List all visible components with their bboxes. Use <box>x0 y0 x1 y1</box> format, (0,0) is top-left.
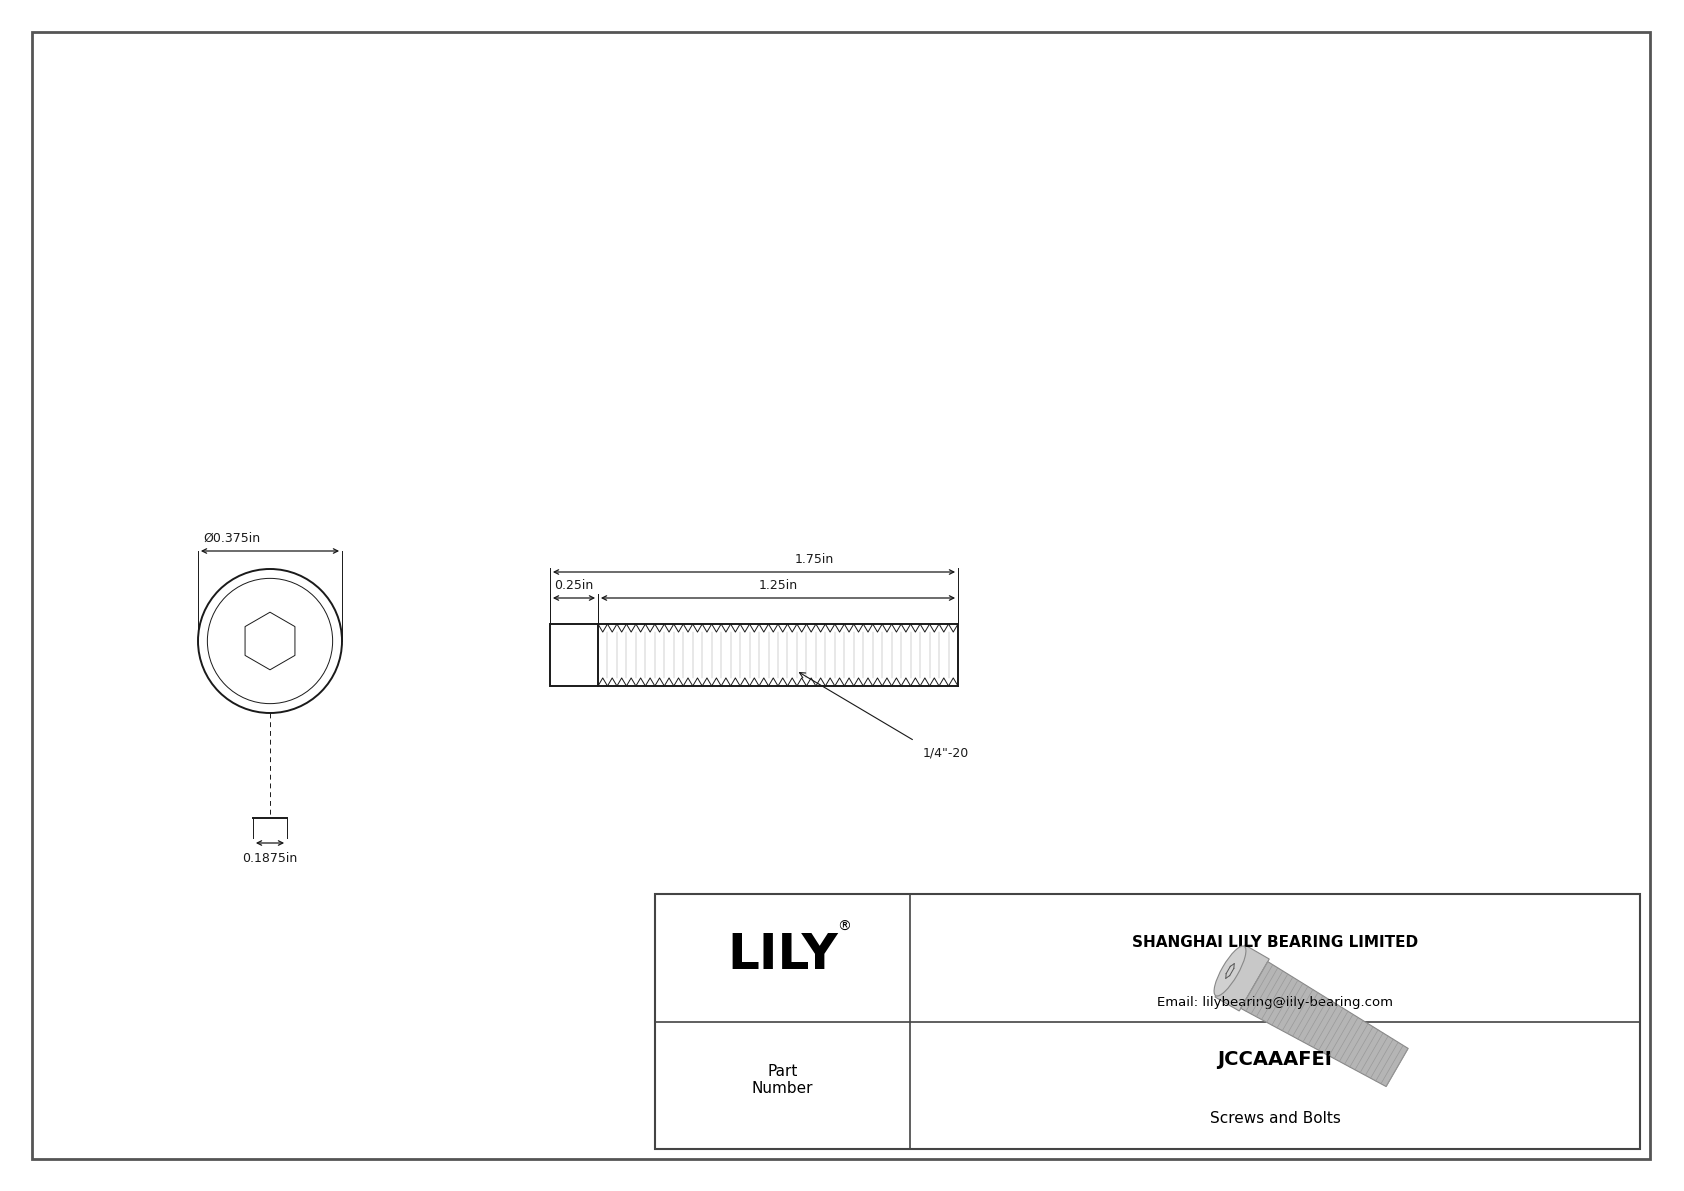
Polygon shape <box>1214 944 1270 1011</box>
Text: JCCAAAFEI: JCCAAAFEI <box>1218 1050 1332 1070</box>
Text: Email: lilybearing@lily-bearing.com: Email: lilybearing@lily-bearing.com <box>1157 996 1393 1009</box>
Text: Part
Number: Part Number <box>751 1064 813 1097</box>
Text: SHANGHAI LILY BEARING LIMITED: SHANGHAI LILY BEARING LIMITED <box>1132 935 1418 950</box>
Text: ®: ® <box>837 921 852 934</box>
Text: LILY: LILY <box>727 931 839 979</box>
Polygon shape <box>1241 961 1408 1086</box>
Text: 1.75in: 1.75in <box>795 553 834 566</box>
Text: 0.25in: 0.25in <box>554 579 594 592</box>
Ellipse shape <box>1214 946 1246 996</box>
Text: Ø0.375in: Ø0.375in <box>204 532 259 545</box>
Text: 1.25in: 1.25in <box>758 579 798 592</box>
Text: 0.1875in: 0.1875in <box>242 852 298 865</box>
Bar <box>551 624 598 686</box>
Bar <box>655 894 1640 1149</box>
Text: Screws and Bolts: Screws and Bolts <box>1209 1111 1340 1125</box>
Text: 1/4"-20: 1/4"-20 <box>923 746 968 759</box>
